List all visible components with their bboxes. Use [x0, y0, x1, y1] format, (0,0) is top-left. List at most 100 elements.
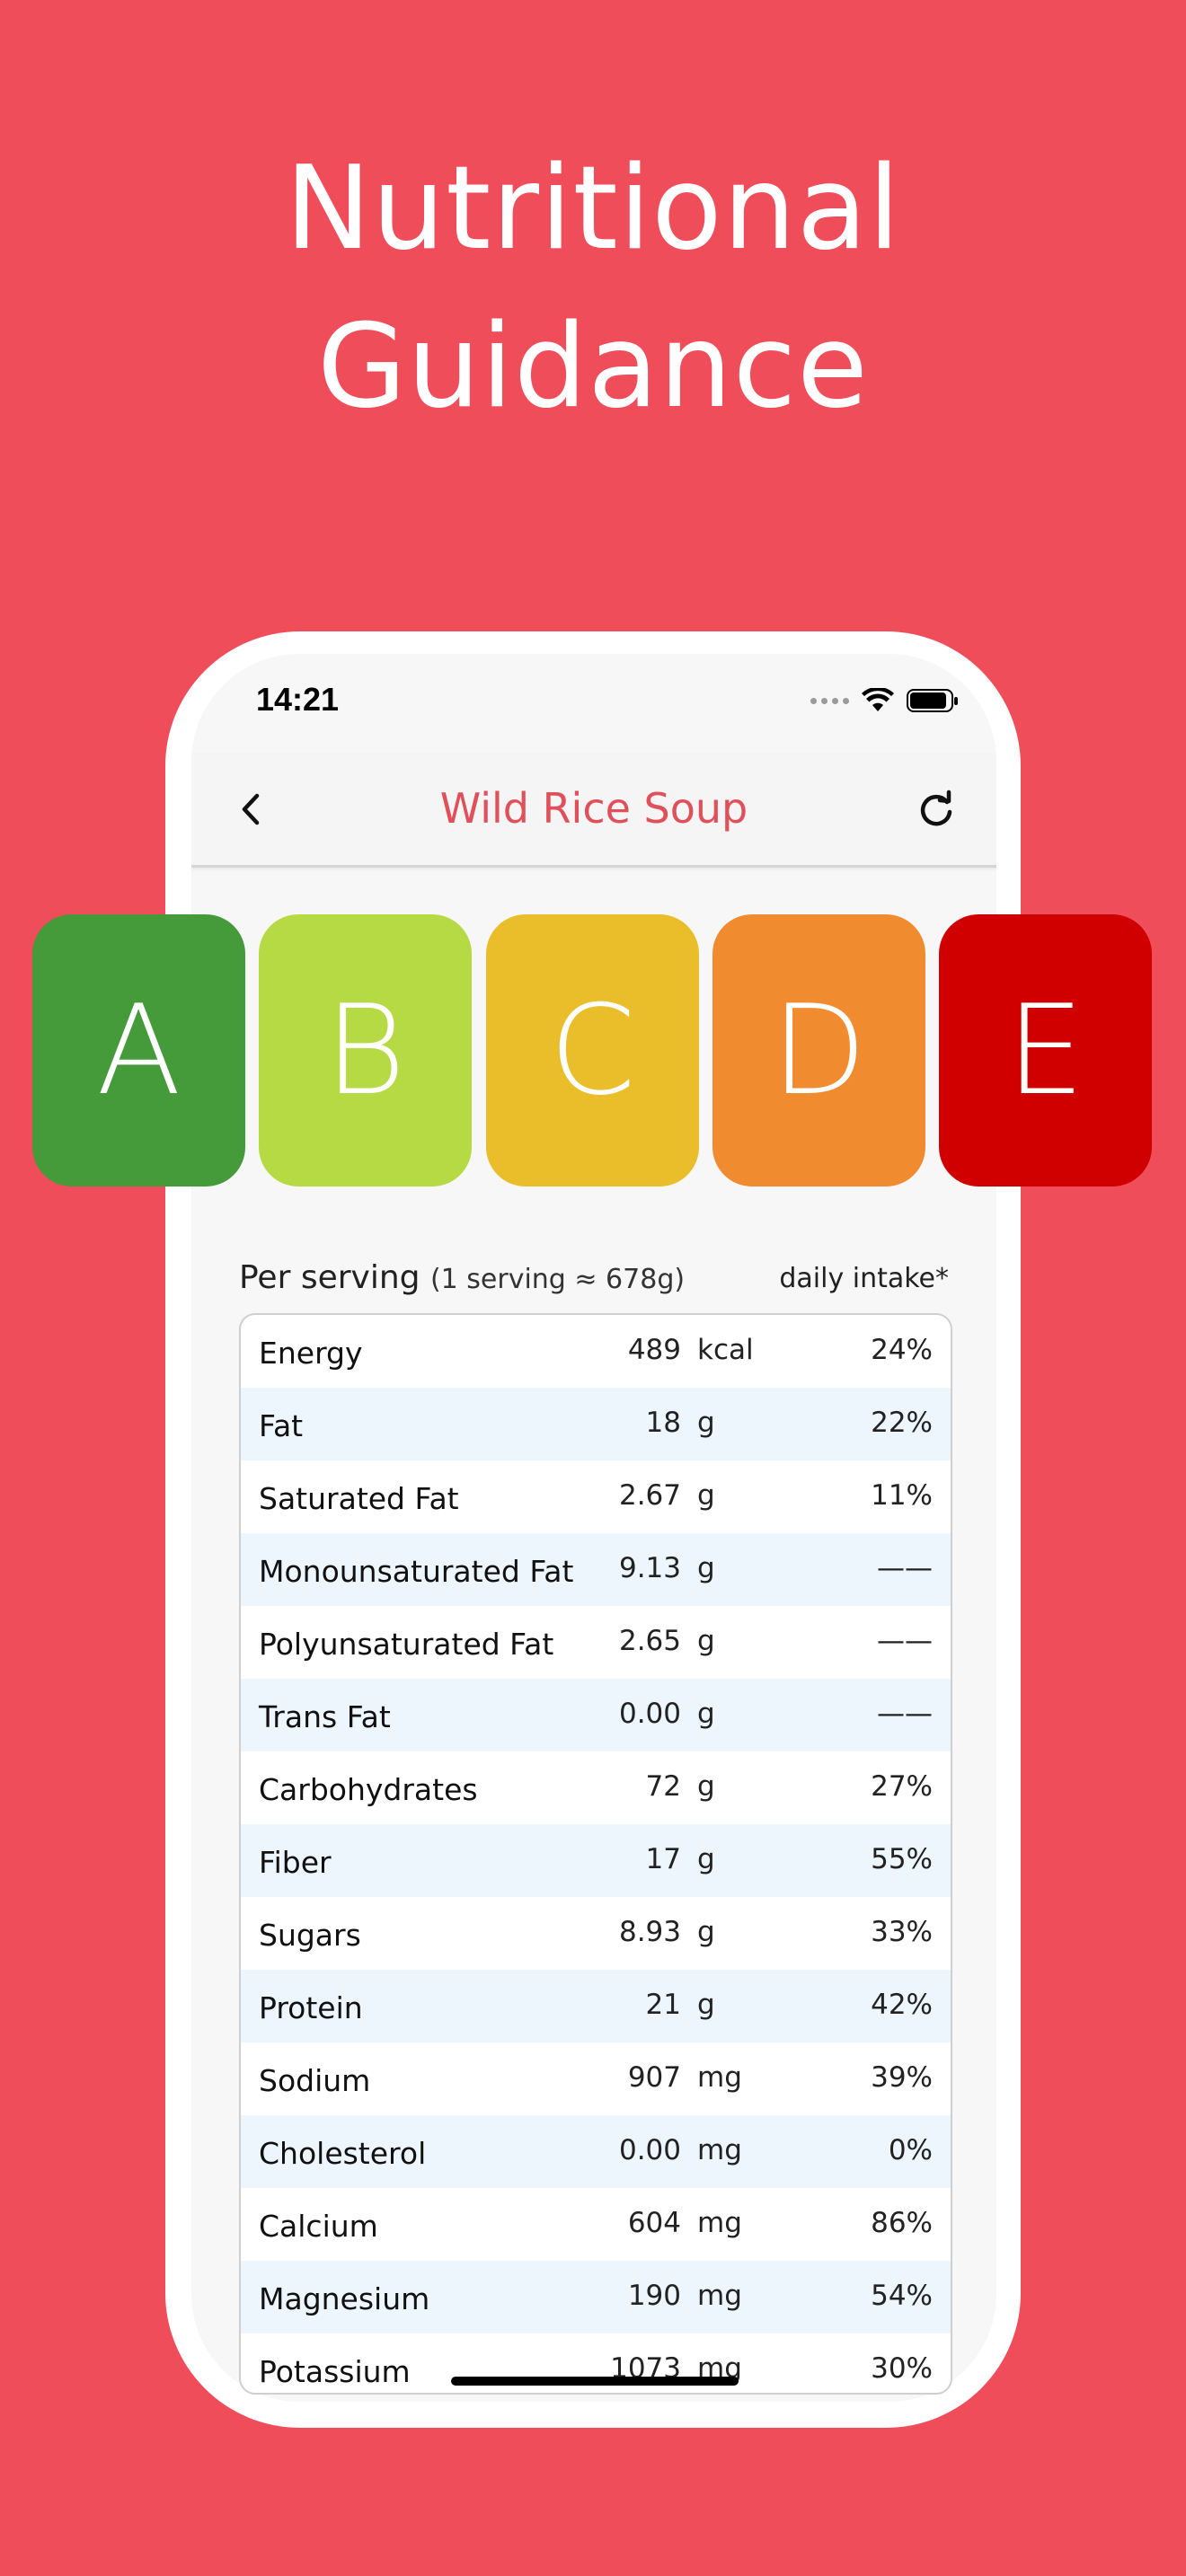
- table-row: Magnesium 190 mg 54%: [241, 2261, 951, 2333]
- back-button[interactable]: [229, 787, 274, 832]
- nutrient-name: Trans Fat: [259, 1699, 391, 1734]
- nutrient-value: 489: [627, 1334, 681, 1366]
- nutrient-value: 2.65: [618, 1625, 681, 1657]
- page-title: Wild Rice Soup: [439, 784, 748, 833]
- status-time: 14:21: [256, 681, 340, 718]
- nutrient-name: Magnesium: [259, 2281, 430, 2316]
- nutrient-unit: g: [697, 1989, 715, 2021]
- wifi-icon: [862, 688, 894, 711]
- nutrient-unit: g: [697, 1407, 715, 1439]
- nutrient-unit: mg: [697, 2061, 742, 2094]
- nutrient-name: Calcium: [259, 2209, 378, 2244]
- daily-intake-label: daily intake*: [779, 1263, 949, 1294]
- nutrient-value: 2.67: [618, 1479, 681, 1512]
- table-row: Energy 489 kcal 24%: [241, 1315, 951, 1388]
- nutrient-daily: 24%: [871, 1334, 933, 1366]
- grade-a: A: [32, 914, 245, 1187]
- nutrient-value: 0.00: [618, 1698, 681, 1730]
- nutrient-unit: g: [697, 1843, 715, 1875]
- nutrition-table[interactable]: Energy 489 kcal 24% Fat 18 g 22% Saturat…: [239, 1313, 952, 2395]
- nutrient-name: Fiber: [259, 1845, 332, 1880]
- headline: Nutritional Guidance: [0, 130, 1186, 446]
- nutrient-name: Monounsaturated Fat: [259, 1554, 574, 1589]
- per-serving-title: Per serving: [239, 1259, 420, 1296]
- nutrient-daily: 27%: [871, 1770, 933, 1803]
- table-row: Trans Fat 0.00 g ——: [241, 1679, 951, 1751]
- nutrient-unit: g: [697, 1479, 715, 1512]
- refresh-icon: [920, 790, 952, 826]
- per-serving-header: Per serving (1 serving ≈ 678g) daily int…: [239, 1259, 949, 1304]
- table-row: Fat 18 g 22%: [241, 1388, 951, 1460]
- table-row: Fiber 17 g 55%: [241, 1824, 951, 1897]
- nutrient-name: Potassium: [259, 2354, 411, 2389]
- nutrient-name: Fat: [259, 1408, 304, 1443]
- nutrient-value: 604: [627, 2207, 681, 2239]
- headline-line-2: Guidance: [317, 300, 869, 434]
- nutrient-daily: 86%: [871, 2207, 933, 2239]
- table-row: Potassium 1073 mg 30%: [241, 2333, 951, 2393]
- nutrient-value: 17: [645, 1843, 681, 1875]
- grade-d: D: [712, 914, 925, 1187]
- headline-line-1: Nutritional: [285, 142, 901, 276]
- grade-e: E: [939, 914, 1152, 1187]
- nutrient-name: Saturated Fat: [259, 1481, 459, 1516]
- nutrient-value: 0.00: [618, 2134, 681, 2166]
- nutrient-unit: mg: [697, 2134, 742, 2166]
- nutrient-unit: g: [697, 1625, 715, 1657]
- nutrient-daily: 54%: [871, 2280, 933, 2312]
- nutrient-daily: 0%: [888, 2134, 933, 2166]
- nutrient-name: Sodium: [259, 2063, 371, 2098]
- refresh-button[interactable]: [914, 787, 959, 832]
- nutrient-name: Cholesterol: [259, 2136, 427, 2171]
- table-row: Protein 21 g 42%: [241, 1970, 951, 2042]
- nutrient-unit: kcal: [697, 1334, 754, 1366]
- table-row: Sodium 907 mg 39%: [241, 2042, 951, 2115]
- serving-size: (1 serving ≈ 678g): [429, 1264, 686, 1295]
- battery-icon: [907, 689, 958, 712]
- nutrient-value: 8.93: [618, 1916, 681, 1948]
- nutrient-daily: 22%: [871, 1407, 933, 1439]
- nutrient-unit: g: [697, 1552, 715, 1584]
- nutrient-value: 9.13: [618, 1552, 681, 1584]
- nutrient-unit: g: [697, 1770, 715, 1803]
- nutrient-daily: ——: [877, 1552, 933, 1584]
- nutrient-value: 72: [645, 1770, 681, 1803]
- table-row: Carbohydrates 72 g 27%: [241, 1751, 951, 1824]
- nutrient-name: Protein: [259, 1990, 363, 2025]
- signal-icon: [810, 697, 849, 704]
- grade-b: B: [259, 914, 472, 1187]
- table-row: Polyunsaturated Fat 2.65 g ——: [241, 1606, 951, 1679]
- nutrient-name: Polyunsaturated Fat: [259, 1627, 554, 1662]
- table-row: Sugars 8.93 g 33%: [241, 1897, 951, 1970]
- nutrient-unit: g: [697, 1698, 715, 1730]
- nutrient-daily: 30%: [871, 2352, 933, 2385]
- nutrient-daily: ——: [877, 1625, 933, 1657]
- home-indicator[interactable]: [451, 2377, 739, 2386]
- status-bar: 14:21: [191, 654, 996, 753]
- nutri-score-grades: A B C D E: [32, 914, 1154, 1187]
- nutrient-value: 18: [645, 1407, 681, 1439]
- table-row: Saturated Fat 2.67 g 11%: [241, 1460, 951, 1533]
- nutrient-daily: 11%: [871, 1479, 933, 1512]
- table-row: Monounsaturated Fat 9.13 g ——: [241, 1533, 951, 1606]
- nutrient-daily: ——: [877, 1698, 933, 1730]
- nutrient-name: Sugars: [259, 1918, 361, 1953]
- nutrient-daily: 55%: [871, 1843, 933, 1875]
- nutrient-name: Carbohydrates: [259, 1772, 478, 1807]
- status-icons: [810, 684, 959, 717]
- nutrient-value: 21: [645, 1989, 681, 2021]
- table-row: Cholesterol 0.00 mg 0%: [241, 2115, 951, 2188]
- navigation-bar: Wild Rice Soup: [191, 753, 996, 868]
- nutrient-daily: 39%: [871, 2061, 933, 2094]
- nutrient-unit: mg: [697, 2280, 742, 2312]
- chevron-left-icon: [242, 793, 260, 825]
- grade-c: C: [486, 914, 699, 1187]
- nutrient-unit: mg: [697, 2207, 742, 2239]
- table-row: Calcium 604 mg 86%: [241, 2188, 951, 2261]
- nutrient-value: 190: [627, 2280, 681, 2312]
- nutrient-unit: g: [697, 1916, 715, 1948]
- nutrient-daily: 33%: [871, 1916, 933, 1948]
- nutrient-name: Energy: [259, 1336, 363, 1371]
- nutrient-daily: 42%: [871, 1989, 933, 2021]
- nutrient-value: 907: [627, 2061, 681, 2094]
